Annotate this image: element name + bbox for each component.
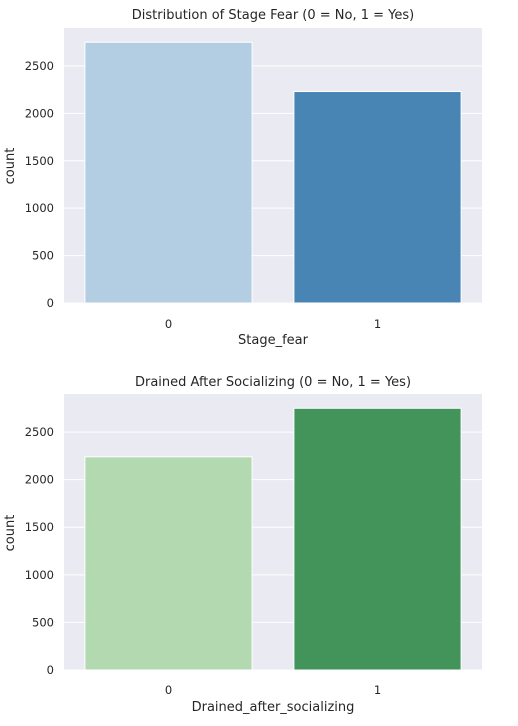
y-tick-label: 1000 xyxy=(25,201,54,215)
x-tick-label: 1 xyxy=(374,683,381,697)
y-axis-label: count xyxy=(3,148,18,185)
x-tick-label: 0 xyxy=(165,317,172,331)
y-axis-label: count xyxy=(3,515,18,552)
y-tick-label: 2000 xyxy=(25,473,54,487)
y-tick-label: 1500 xyxy=(25,154,54,168)
chart-stage-fear: Distribution of Stage Fear (0 = No, 1 = … xyxy=(3,8,482,348)
y-tick-label: 0 xyxy=(47,663,54,677)
y-tick-label: 2500 xyxy=(25,425,54,439)
y-tick-label: 2500 xyxy=(25,59,54,73)
bar-0 xyxy=(84,456,253,671)
y-tick-labels: 0 500 1000 1500 2000 2500 xyxy=(25,59,54,310)
bar-1 xyxy=(293,91,462,304)
bars xyxy=(84,407,462,671)
y-tick-label: 1500 xyxy=(25,520,54,534)
chart-drained-after-socializing: Drained After Socializing (0 = No, 1 = Y… xyxy=(3,375,482,715)
x-axis-label: Stage_fear xyxy=(238,333,309,348)
y-tick-label: 0 xyxy=(47,296,54,310)
chart-title: Drained After Socializing (0 = No, 1 = Y… xyxy=(135,375,411,390)
chart-title: Distribution of Stage Fear (0 = No, 1 = … xyxy=(132,8,414,23)
y-tick-label: 500 xyxy=(32,249,54,263)
x-axis-label: Drained_after_socializing xyxy=(192,700,355,715)
bar-1 xyxy=(293,407,462,671)
x-tick-label: 1 xyxy=(374,317,381,331)
y-tick-label: 1000 xyxy=(25,568,54,582)
bars xyxy=(84,41,462,304)
y-tick-label: 2000 xyxy=(25,106,54,120)
x-tick-label: 0 xyxy=(165,683,172,697)
y-tick-labels: 0 500 1000 1500 2000 2500 xyxy=(25,425,54,677)
y-tick-label: 500 xyxy=(32,615,54,629)
bar-0 xyxy=(84,41,253,304)
